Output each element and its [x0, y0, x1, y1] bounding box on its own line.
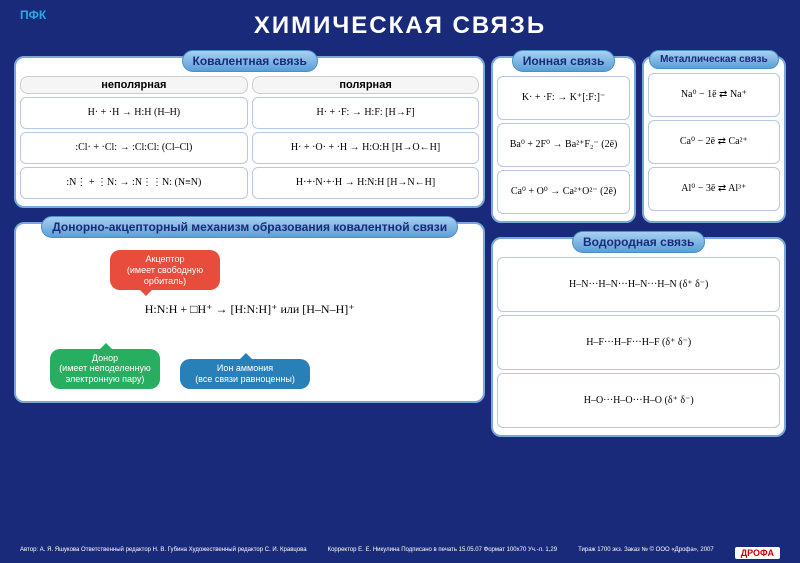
left-column: Ковалентная связь неполярная H· + ·H → H…	[14, 48, 485, 437]
formula-cell: H· + ·F: → H:F: [H→F]	[252, 97, 480, 129]
hydrogen-header: Водородная связь	[572, 231, 705, 253]
covalent-panel: Ковалентная связь неполярная H· + ·H → H…	[14, 56, 485, 208]
formula-cell: Ca⁰ + O⁰ → Ca²⁺O²⁻ (2ē)	[497, 170, 629, 214]
right-column: Ионная связь K· + ·F: → K⁺[:F:]⁻ Ba⁰ + 2…	[491, 48, 786, 437]
hydrogen-panel: Водородная связь H–N···H–N···H–N···H–N (…	[491, 237, 786, 437]
donor-formula: H:N:H + □H⁺ → [H:N:H]⁺ или [H–N–H]⁺	[26, 302, 473, 317]
ionic-panel: Ионная связь K· + ·F: → K⁺[:F:]⁻ Ba⁰ + 2…	[491, 56, 635, 223]
donor-label: Донор	[92, 353, 118, 363]
content-grid: Ковалентная связь неполярная H· + ·H → H…	[8, 48, 792, 437]
footer: Автор: А. Я. Яшукова Ответственный редак…	[20, 547, 780, 559]
donor-sub: (имеет неподеленную электронную пару)	[59, 363, 151, 384]
formula-cell: H–F···H–F···H–F (δ⁺ δ⁻)	[497, 315, 780, 370]
covalent-subpanels: неполярная H· + ·H → H:H (H–H) :Cl· + ·C…	[20, 76, 479, 202]
acceptor-label: Акцептор	[146, 254, 185, 264]
formula-cell: :Cl· + ·Cl: → :Cl:Cl: (Cl–Cl)	[20, 132, 248, 164]
metallic-panel: Металлическая связь Na⁰ − 1ē ⇄ Na⁺ Ca⁰ −…	[642, 56, 786, 223]
ion-label: Ион аммония	[217, 363, 273, 373]
nonpolar-panel: неполярная H· + ·H → H:H (H–H) :Cl· + ·C…	[20, 76, 248, 202]
covalent-header: Ковалентная связь	[182, 50, 318, 72]
metallic-header: Металлическая связь	[649, 50, 779, 69]
acceptor-sub: (имеет свободную орбиталь)	[127, 265, 203, 286]
ion-sub: (все связи равноценны)	[195, 374, 295, 384]
logo: ПФК	[20, 8, 46, 22]
formula-cell: K· + ·F: → K⁺[:F:]⁻	[497, 76, 629, 120]
footer-author: Автор: А. Я. Яшукова Ответственный редак…	[20, 547, 307, 559]
nonpolar-header: неполярная	[20, 76, 248, 94]
formula-cell: H–N···H–N···H–N···H–N (δ⁺ δ⁻)	[497, 257, 780, 312]
footer-middle: Корректор Е. Е. Никулина Подписано в печ…	[328, 547, 558, 559]
poster: ПФК ХИМИЧЕСКАЯ СВЯЗЬ Ковалентная связь н…	[0, 0, 800, 563]
formula-cell: H· + ·H → H:H (H–H)	[20, 97, 248, 129]
ionic-metallic-row: Ионная связь K· + ·F: → K⁺[:F:]⁻ Ba⁰ + 2…	[491, 48, 786, 223]
acceptor-callout: Акцептор (имеет свободную орбиталь)	[110, 250, 220, 290]
formula-cell: H·+·N·+·H → H:N:H [H→N←H]	[252, 167, 480, 199]
footer-right: Тираж 1700 экз. Заказ № © ООО «Дрофа», 2…	[578, 547, 714, 559]
ionic-header: Ионная связь	[512, 50, 616, 72]
ion-callout: Ион аммония (все связи равноценны)	[180, 359, 310, 389]
formula-cell: H· + ·O· + ·H → H:O:H [H→O←H]	[252, 132, 480, 164]
formula-cell: :N⋮ + ⋮N: → :N⋮⋮N: (N≡N)	[20, 167, 248, 199]
donor-content: Акцептор (имеет свободную орбиталь) H:N:…	[20, 242, 479, 397]
formula-cell: Al⁰ − 3ē ⇄ Al³⁺	[648, 167, 780, 211]
polar-header: полярная	[252, 76, 480, 94]
formula-cell: Ca⁰ − 2ē ⇄ Ca²⁺	[648, 120, 780, 164]
formula-cell: Ba⁰ + 2F⁰ → Ba²⁺F₂⁻ (2ē)	[497, 123, 629, 167]
donor-header: Донорно-акцепторный механизм образования…	[41, 216, 458, 238]
formula-cell: Na⁰ − 1ē ⇄ Na⁺	[648, 73, 780, 117]
publisher-logo: ДРОФА	[735, 547, 780, 559]
donor-callout: Донор (имеет неподеленную электронную па…	[50, 349, 160, 389]
formula-cell: H–O···H–O···H–O (δ⁺ δ⁻)	[497, 373, 780, 428]
main-title: ХИМИЧЕСКАЯ СВЯЗЬ	[8, 8, 792, 48]
donor-acceptor-panel: Донорно-акцепторный механизм образования…	[14, 222, 485, 403]
polar-panel: полярная H· + ·F: → H:F: [H→F] H· + ·O· …	[252, 76, 480, 202]
